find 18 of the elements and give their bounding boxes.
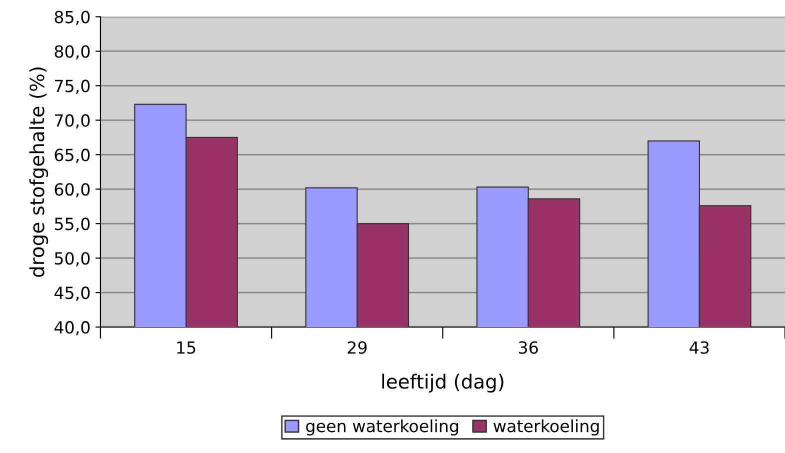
y-tick-label: 50,0 (54, 252, 90, 266)
x-axis-title: leeftijd (dag) (382, 374, 504, 393)
y-tick-label: 70,0 (55, 114, 90, 128)
y-axis-title: droge stofgehalte (%) (29, 68, 48, 277)
x-tick-label: 29 (348, 341, 367, 354)
legend-label: waterkoeling (494, 419, 599, 436)
x-tick-label: 15 (177, 341, 196, 354)
y-tick-label: 65,0 (54, 148, 90, 163)
y-tick-label: 60,0 (54, 183, 90, 198)
legend-label: geen waterkoeling (306, 419, 458, 436)
y-tick-label: 40,0 (54, 321, 90, 336)
x-tick-label: 36 (518, 341, 538, 354)
y-tick-label: 55,0 (54, 218, 90, 232)
x-tick-label: 43 (690, 341, 709, 354)
y-tick-label: 80,0 (54, 45, 90, 60)
y-tick-label: 45,0 (54, 286, 90, 301)
y-tick-label: 75,0 (55, 80, 90, 94)
y-tick-label: 85,0 (54, 10, 90, 26)
